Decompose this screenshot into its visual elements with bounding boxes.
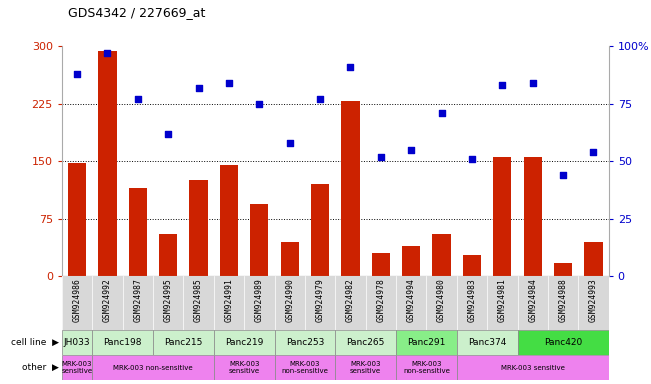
Point xyxy=(133,96,143,102)
Bar xyxy=(493,157,512,276)
Text: GSM924988: GSM924988 xyxy=(559,278,568,322)
Point xyxy=(254,101,264,107)
Bar xyxy=(457,355,609,380)
Text: Panc420: Panc420 xyxy=(544,338,582,348)
Bar xyxy=(68,163,86,276)
Text: MRK-003
sensitive: MRK-003 sensitive xyxy=(350,361,381,374)
Bar xyxy=(159,234,177,276)
Point xyxy=(163,131,173,137)
Text: GSM924992: GSM924992 xyxy=(103,278,112,322)
Bar xyxy=(62,330,92,355)
Text: JH033: JH033 xyxy=(64,338,90,348)
Text: GSM924987: GSM924987 xyxy=(133,278,143,322)
Text: Panc219: Panc219 xyxy=(225,338,263,348)
Text: other  ▶: other ▶ xyxy=(21,363,59,372)
Point xyxy=(102,50,113,56)
Text: GSM924982: GSM924982 xyxy=(346,278,355,322)
Bar xyxy=(463,255,481,276)
Text: GSM924983: GSM924983 xyxy=(467,278,477,322)
Text: MRK-003 sensitive: MRK-003 sensitive xyxy=(501,365,564,371)
Bar xyxy=(189,180,208,276)
Text: GSM924980: GSM924980 xyxy=(437,278,446,322)
Bar xyxy=(523,157,542,276)
Bar xyxy=(220,165,238,276)
Bar xyxy=(129,188,147,276)
Point xyxy=(224,80,234,86)
Point xyxy=(193,84,204,91)
Text: GSM924986: GSM924986 xyxy=(72,278,81,322)
Point xyxy=(497,82,508,88)
Bar xyxy=(396,330,457,355)
Text: MRK-003 non-sensitive: MRK-003 non-sensitive xyxy=(113,365,193,371)
Bar xyxy=(554,263,572,276)
Bar xyxy=(250,204,268,276)
Point xyxy=(527,80,538,86)
Bar xyxy=(153,330,214,355)
Text: GSM924995: GSM924995 xyxy=(163,278,173,322)
Bar xyxy=(98,51,117,276)
Bar xyxy=(432,234,450,276)
Bar xyxy=(585,242,603,276)
Bar xyxy=(311,184,329,276)
Bar xyxy=(62,355,92,380)
Bar xyxy=(402,246,421,276)
Bar xyxy=(335,330,396,355)
Text: Panc374: Panc374 xyxy=(468,338,506,348)
Point xyxy=(376,154,386,160)
Text: GSM924985: GSM924985 xyxy=(194,278,203,322)
Bar xyxy=(92,355,214,380)
Text: Panc215: Panc215 xyxy=(164,338,202,348)
Bar xyxy=(372,253,390,276)
Point xyxy=(284,140,295,146)
Text: cell line  ▶: cell line ▶ xyxy=(10,338,59,348)
Bar xyxy=(275,355,335,380)
Bar xyxy=(518,330,609,355)
Text: MRK-003
non-sensitive: MRK-003 non-sensitive xyxy=(403,361,450,374)
Bar xyxy=(335,355,396,380)
Text: GSM924989: GSM924989 xyxy=(255,278,264,322)
Bar xyxy=(396,355,457,380)
Text: MRK-003
non-sensitive: MRK-003 non-sensitive xyxy=(281,361,328,374)
Point xyxy=(467,156,477,162)
Text: GSM924990: GSM924990 xyxy=(285,278,294,322)
Bar xyxy=(214,330,275,355)
Bar xyxy=(341,101,359,276)
Text: GSM924981: GSM924981 xyxy=(498,278,507,322)
Point xyxy=(315,96,326,102)
Text: GDS4342 / 227669_at: GDS4342 / 227669_at xyxy=(68,6,206,19)
Text: Panc265: Panc265 xyxy=(346,338,385,348)
Bar xyxy=(457,330,518,355)
Text: MRK-003
sensitive: MRK-003 sensitive xyxy=(229,361,260,374)
Bar xyxy=(281,242,299,276)
Bar xyxy=(92,330,153,355)
Text: GSM924984: GSM924984 xyxy=(528,278,537,322)
Bar xyxy=(214,355,275,380)
Bar xyxy=(275,330,335,355)
Text: GSM924993: GSM924993 xyxy=(589,278,598,322)
Text: GSM924979: GSM924979 xyxy=(316,278,325,322)
Point xyxy=(345,64,355,70)
Text: GSM924978: GSM924978 xyxy=(376,278,385,322)
Point xyxy=(406,147,417,153)
Point xyxy=(558,172,568,178)
Point xyxy=(72,71,82,77)
Text: Panc198: Panc198 xyxy=(104,338,142,348)
Point xyxy=(589,149,599,155)
Text: GSM924994: GSM924994 xyxy=(407,278,416,322)
Text: Panc253: Panc253 xyxy=(286,338,324,348)
Text: GSM924991: GSM924991 xyxy=(225,278,234,322)
Text: MRK-003
sensitive: MRK-003 sensitive xyxy=(61,361,92,374)
Text: Panc291: Panc291 xyxy=(408,338,445,348)
Point xyxy=(436,110,447,116)
